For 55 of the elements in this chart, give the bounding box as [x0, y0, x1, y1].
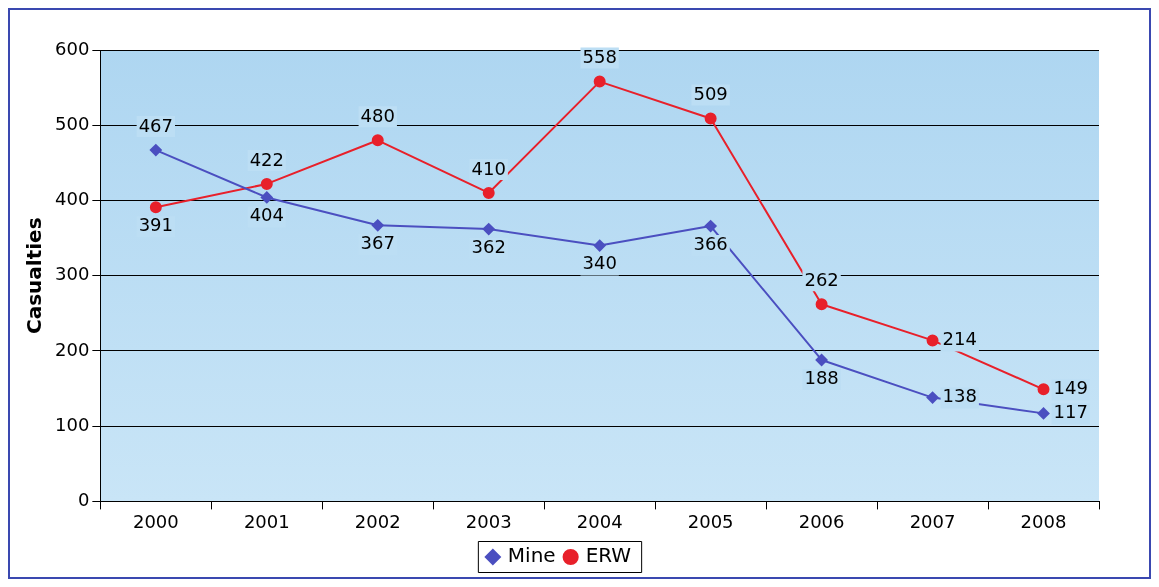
point — [926, 334, 939, 347]
legend-label: ERW — [585, 543, 632, 568]
data-label: 391 — [138, 213, 174, 235]
y-tick-label: 500 — [55, 112, 90, 134]
y-tick-label: 300 — [55, 263, 90, 285]
x-tick-label: 2000 — [132, 510, 179, 532]
point — [149, 201, 162, 214]
point — [371, 134, 384, 147]
data-label: 149 — [1053, 376, 1088, 398]
y-tick-label: 200 — [55, 338, 90, 360]
point — [704, 220, 717, 233]
point — [1037, 407, 1050, 420]
data-label: 467 — [138, 114, 174, 136]
data-label: 404 — [249, 204, 284, 226]
y-tick-label: 600 — [55, 37, 90, 59]
y-tick-label: 100 — [55, 413, 90, 435]
legend-label: Mine — [507, 543, 556, 568]
x-tick-label: 2007 — [909, 510, 956, 532]
point — [815, 298, 828, 311]
point — [371, 219, 384, 232]
x-tick-label: 2005 — [687, 510, 734, 532]
data-label: 138 — [942, 385, 977, 407]
data-label: 509 — [693, 83, 728, 105]
data-label: 410 — [471, 157, 506, 179]
point — [260, 177, 273, 190]
x-tick-label: 2008 — [1020, 510, 1067, 532]
data-label: 188 — [804, 366, 839, 388]
data-label: 366 — [693, 232, 728, 254]
y-tick-label: 400 — [55, 188, 90, 210]
data-label: 362 — [471, 235, 506, 257]
y-tick-label: 0 — [77, 489, 90, 511]
x-tick-label: 2006 — [798, 510, 845, 532]
data-label: 480 — [360, 104, 395, 126]
x-tick-label: 2004 — [576, 510, 623, 532]
point — [482, 223, 495, 236]
x-tick-label: 2002 — [354, 510, 401, 532]
data-label: 214 — [942, 328, 977, 350]
point — [593, 239, 606, 252]
point — [815, 353, 828, 366]
point — [260, 191, 273, 204]
data-label: 117 — [1053, 401, 1088, 423]
point — [149, 144, 162, 157]
point — [926, 391, 939, 404]
y-axis-title: Casualties — [22, 217, 47, 334]
data-label: 340 — [582, 252, 617, 274]
x-tick-label: 2003 — [465, 510, 512, 532]
x-tick-label: 2001 — [243, 510, 290, 532]
data-label: 558 — [582, 46, 617, 68]
point — [593, 75, 606, 88]
data-label: 367 — [360, 231, 395, 253]
data-label: 262 — [804, 268, 839, 290]
point — [704, 112, 717, 125]
point — [482, 186, 495, 199]
data-label: 422 — [249, 148, 284, 170]
point — [1037, 383, 1050, 396]
